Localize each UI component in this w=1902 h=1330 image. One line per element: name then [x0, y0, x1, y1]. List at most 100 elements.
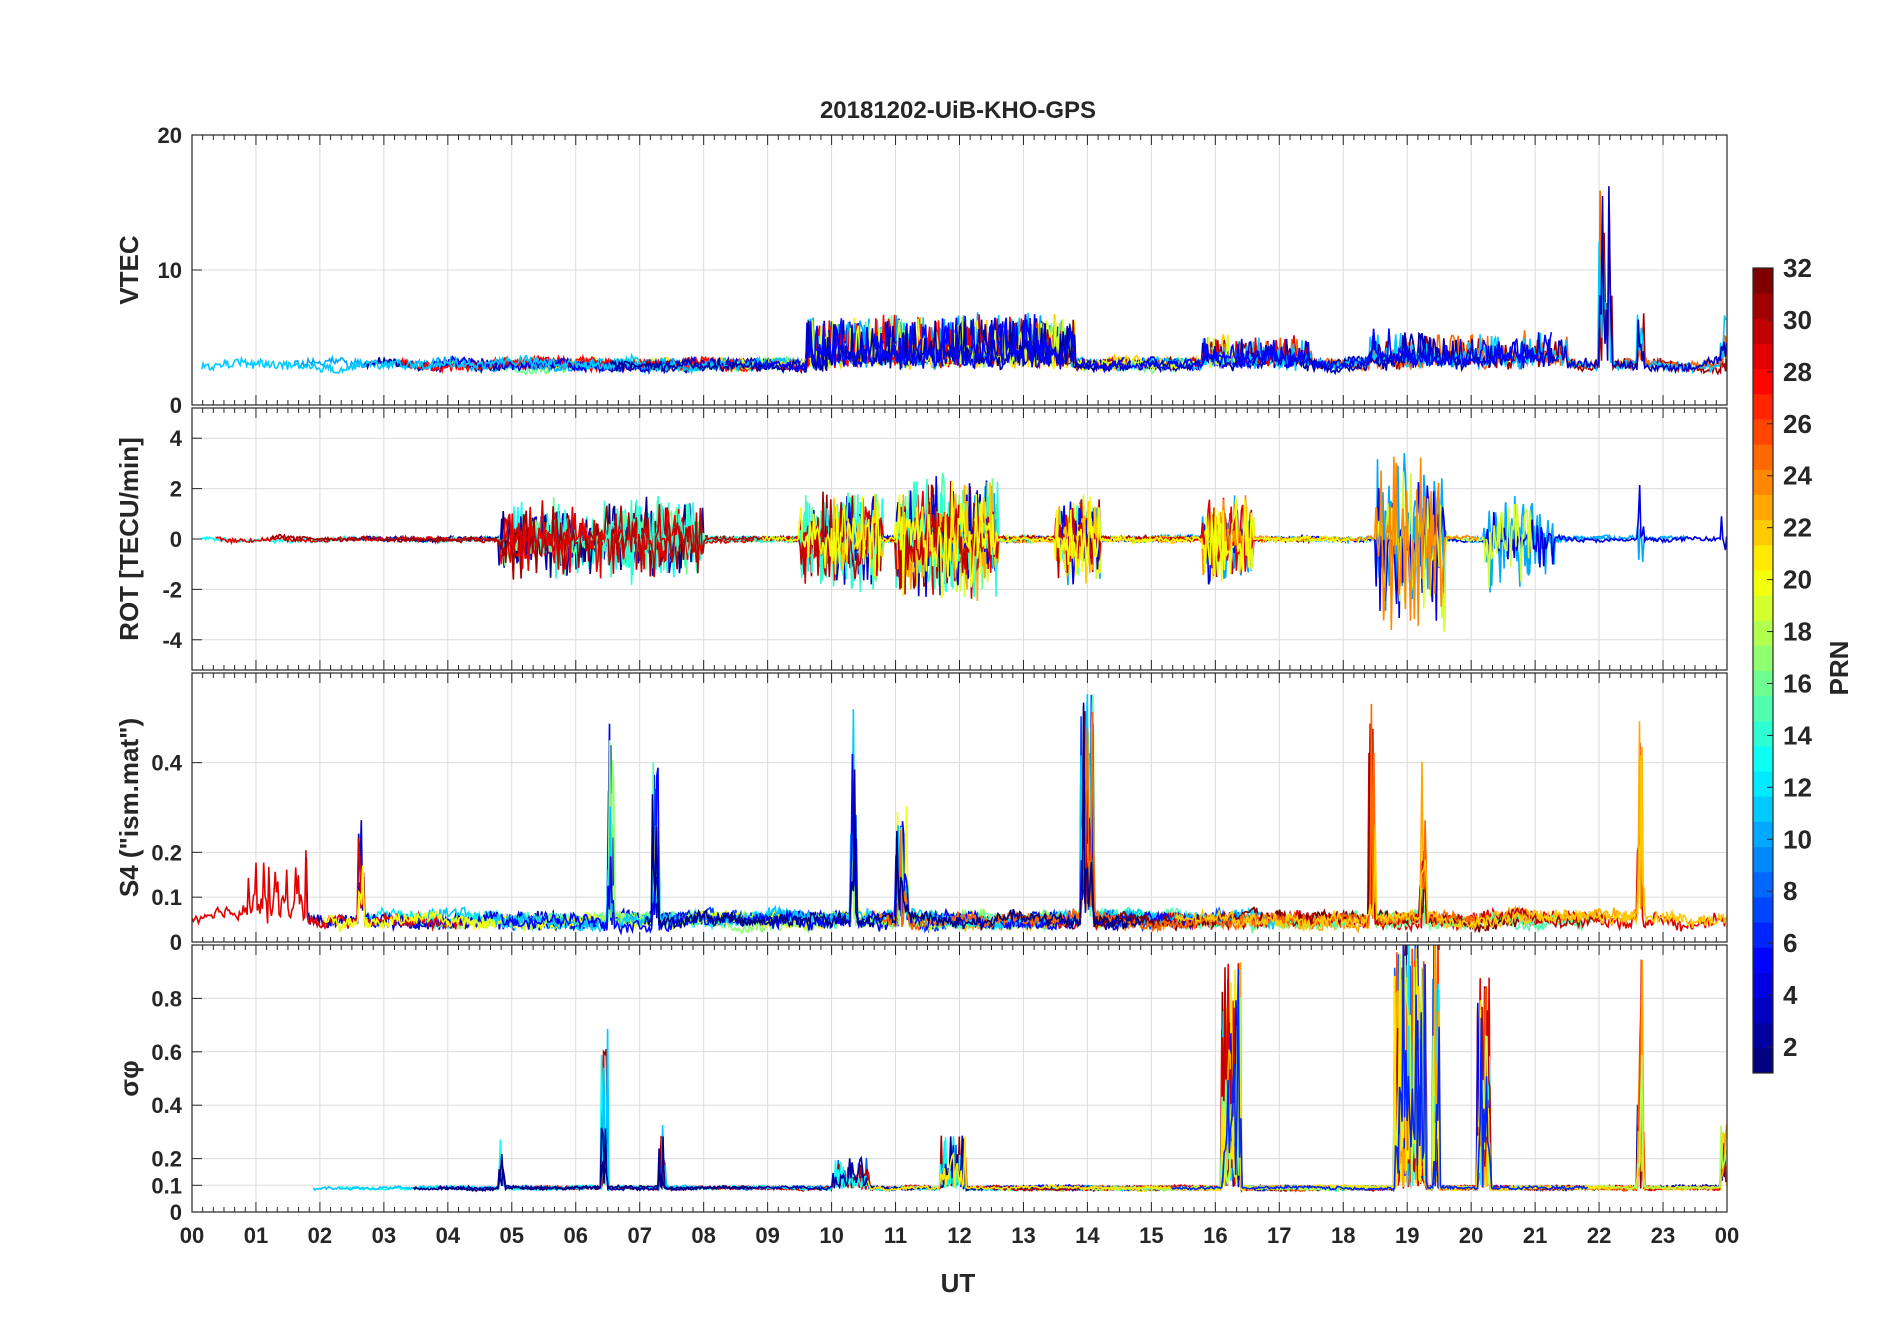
panel-ticks [191, 408, 1728, 670]
colorbar-label: PRN [1824, 641, 1854, 696]
y-tick-label: 4 [170, 426, 183, 451]
series-prn-20 [761, 481, 1351, 600]
colorbar-tick-label: 22 [1783, 513, 1812, 543]
panel-VTEC: 0 10 20 VTEC [114, 123, 1728, 418]
colorbar-tick-label: 24 [1783, 461, 1812, 491]
series-prn-16 [1112, 1079, 1389, 1193]
colorbar-band [1753, 393, 1773, 420]
colorbar-tick-label: 14 [1783, 720, 1812, 750]
colorbar-band [1753, 695, 1773, 722]
series-prn-15 [414, 762, 716, 931]
panel-series [312, 945, 1727, 1193]
y-tick-label: 0 [170, 393, 182, 418]
y-tick-label: 20 [158, 123, 182, 148]
y-axis-label: σφ [114, 1060, 144, 1096]
series-prn-5 [944, 992, 1558, 1193]
x-tick-label: 23 [1651, 1223, 1675, 1248]
y-tick-label: -2 [162, 577, 182, 602]
colorbar-tick-label: 2 [1783, 1032, 1797, 1062]
y-tick-label: 0.1 [151, 1173, 182, 1198]
colorbar-band [1753, 821, 1773, 848]
y-axis-label: VTEC [114, 235, 144, 305]
colorbar-band [1753, 544, 1773, 571]
colorbar-tick-label: 12 [1783, 772, 1812, 802]
colorbar-tick-label: 4 [1783, 980, 1798, 1010]
x-tick-label: 02 [308, 1223, 332, 1248]
x-axis: 00 01 02 03 04 05 06 07 08 09 10 11 12 13 14 15 16 17 18 19… [180, 1223, 1739, 1248]
series-prn-32 [1090, 736, 1520, 934]
colorbar-band [1753, 745, 1773, 772]
x-tick-label: 11 [884, 1223, 907, 1248]
colorbar-band [1753, 444, 1773, 470]
x-tick-label: 19 [1395, 1223, 1419, 1248]
colorbar-tick-label: 32 [1783, 253, 1812, 283]
series-prn-13 [340, 1054, 1140, 1192]
x-tick-label: 10 [819, 1223, 843, 1248]
colorbar-band [1753, 318, 1773, 344]
y-axis-label: S4 ("ism.mat") [114, 718, 144, 897]
series-prn-23 [861, 721, 1645, 934]
series-prn-4 [1010, 482, 1727, 621]
y-tick-label: 0.2 [151, 840, 182, 865]
series-prn-32 [1056, 945, 1672, 1193]
series-prn-30 [1013, 711, 1607, 932]
x-tick-label: 21 [1523, 1223, 1547, 1248]
series-prn-22 [1001, 948, 1699, 1193]
colorbar-tick-label: 18 [1783, 617, 1812, 647]
y-tick-label: 0.1 [151, 885, 182, 910]
colorbar-band [1753, 469, 1773, 495]
series-prn-17 [438, 731, 1152, 934]
colorbar-band [1753, 519, 1773, 546]
panel-series [201, 453, 1727, 633]
colorbar-band [1753, 494, 1773, 521]
x-tick-label: 00 [180, 1223, 204, 1248]
y-tick-label: 0.4 [151, 1093, 182, 1118]
series-prn-29 [1056, 945, 1727, 1192]
y-tick-label: 0.2 [151, 1147, 182, 1172]
y-tick-label: 0.8 [151, 986, 182, 1011]
x-tick-label: 15 [1139, 1223, 1163, 1248]
panel-ticks [191, 673, 1728, 943]
x-tick-label: 03 [372, 1223, 396, 1248]
colorbar-band [1753, 368, 1773, 395]
series-prn-29 [1086, 723, 1727, 933]
colorbar-band [1753, 720, 1773, 747]
colorbar-tick-label: 30 [1783, 305, 1812, 335]
x-tick-label: 20 [1459, 1223, 1483, 1248]
colorbar-band [1753, 620, 1773, 646]
colorbar-band [1753, 972, 1773, 999]
y-tick-label: 0.6 [151, 1040, 182, 1065]
series-prn-2 [437, 1127, 1106, 1192]
colorbar-band [1753, 569, 1773, 596]
series-prn-6 [1171, 945, 1589, 1192]
colorbar-band [1753, 645, 1773, 671]
series-prn-11 [312, 1028, 707, 1192]
x-axis-label: UT [941, 1268, 976, 1298]
colorbar-band [1753, 1022, 1773, 1049]
panel-ticks [191, 134, 1728, 406]
series-prn-31 [524, 1048, 1205, 1192]
x-tick-label: 18 [1331, 1223, 1355, 1248]
x-tick-label: 09 [755, 1223, 779, 1248]
colorbar-tick-label: 6 [1783, 928, 1797, 958]
colorbar-band [1753, 1047, 1773, 1074]
chart-title: 20181202-UiB-KHO-GPS [820, 97, 1096, 124]
series-prn-31 [1041, 205, 1727, 376]
x-tick-label: 14 [1075, 1223, 1100, 1248]
colorbar-band [1753, 896, 1773, 923]
series-prn-21 [1144, 958, 1572, 1192]
y-tick-label: 0 [170, 930, 182, 955]
colorbar-band [1753, 343, 1773, 370]
colorbar-band [1753, 796, 1773, 822]
series-prn-30 [608, 498, 1202, 599]
x-tick-label: 07 [627, 1223, 651, 1248]
x-tick-label: 13 [1011, 1223, 1035, 1248]
x-tick-label: 17 [1267, 1223, 1291, 1248]
panel-ticks [191, 945, 1728, 1213]
y-tick-label: 0 [170, 527, 182, 552]
series-prn-1 [644, 702, 1142, 932]
colorbar-tick-label: 10 [1783, 824, 1812, 854]
x-tick-label: 06 [564, 1223, 588, 1248]
y-tick-label: 0 [170, 1200, 182, 1225]
